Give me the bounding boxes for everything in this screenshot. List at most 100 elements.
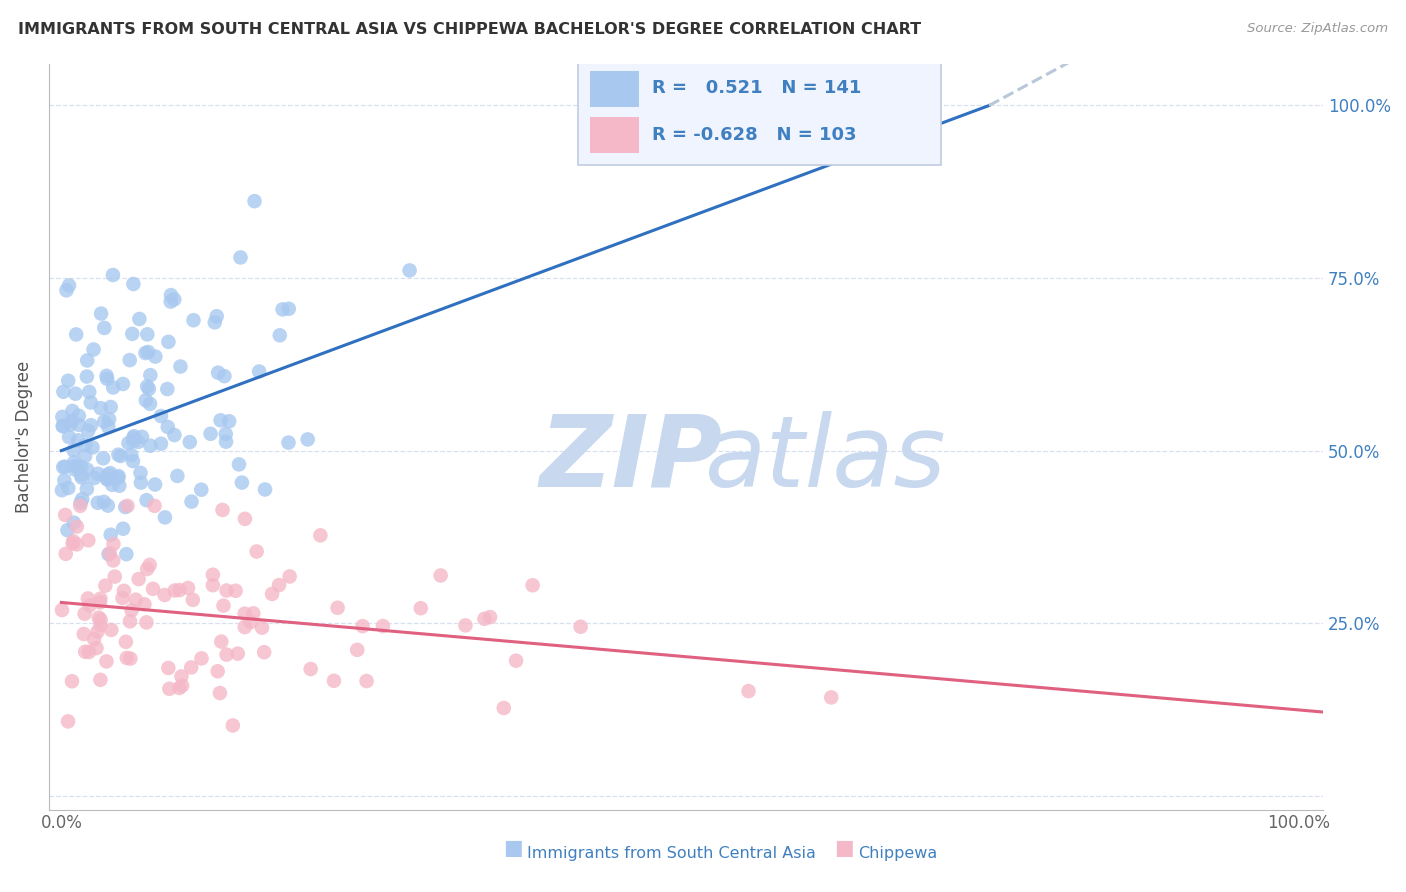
Point [93,415,115,429]
Point [267,578,290,592]
Point [269,328,291,343]
Point [139,439,162,453]
Point [169,359,191,374]
Point [209,634,232,648]
Point [454,618,477,632]
Text: Source: ZipAtlas.com: Source: ZipAtlas.com [1247,22,1388,36]
Point [170,669,193,683]
Point [820,690,842,705]
Text: Immigrants from South Central Asia: Immigrants from South Central Asia [527,846,815,861]
Point [129,466,152,480]
Point [58,430,80,444]
Point [97,499,120,513]
Point [211,503,233,517]
Point [100,527,122,541]
Point [69,496,91,510]
Point [208,686,231,700]
Point [100,400,122,414]
Point [76,591,98,606]
Point [209,413,232,427]
Point [86,624,108,639]
Point [53,473,76,487]
Point [246,544,269,558]
Point [77,424,100,438]
Point [323,673,346,688]
Point [62,404,84,418]
Point [114,500,136,514]
Point [326,600,349,615]
Point [128,572,150,586]
Point [77,645,100,659]
Point [138,558,160,572]
Point [111,376,134,391]
Point [136,379,159,393]
Point [215,434,238,449]
Point [52,460,75,475]
Point [215,648,238,662]
Point [145,350,167,364]
Point [76,482,98,496]
Point [159,294,181,309]
Point [142,582,165,596]
Point [80,395,103,409]
Point [63,462,86,476]
Point [65,327,87,342]
Point [201,567,224,582]
Point [260,587,283,601]
Point [67,434,90,448]
Point [181,592,204,607]
Point [190,483,212,497]
Point [66,459,89,474]
Point [101,380,124,394]
Point [98,546,121,560]
Point [83,471,105,485]
Point [153,588,176,602]
Point [179,435,201,450]
Point [153,510,176,524]
Text: ZIP: ZIP [540,410,723,508]
Point [60,674,83,689]
Point [156,420,179,434]
Point [117,436,139,450]
Point [63,455,86,469]
Point [277,301,299,316]
Point [156,382,179,396]
Text: IMMIGRANTS FROM SOUTH CENTRAL ASIA VS CHIPPEWA BACHELOR'S DEGREE CORRELATION CHA: IMMIGRANTS FROM SOUTH CENTRAL ASIA VS CH… [18,22,921,37]
Point [115,547,138,561]
Point [62,534,84,549]
Point [93,495,115,509]
Point [371,619,394,633]
Point [90,307,112,321]
Point [233,620,256,634]
Point [180,660,202,674]
Point [222,718,245,732]
Point [58,481,80,495]
Point [93,321,115,335]
Point [299,662,322,676]
Point [66,519,89,533]
Point [90,401,112,416]
Point [103,537,125,551]
Point [76,462,98,476]
Point [51,483,73,498]
Point [356,673,378,688]
Point [163,293,186,307]
Point [100,623,122,637]
Point [134,346,156,360]
Point [103,553,125,567]
Point [253,645,276,659]
Point [218,414,240,428]
Point [271,302,294,317]
Point [169,681,191,695]
Text: ■: ■ [834,838,853,858]
Text: atlas: atlas [706,410,946,508]
Point [75,449,97,463]
Point [96,654,118,668]
Point [112,583,135,598]
Point [77,533,100,548]
Point [108,479,131,493]
Point [183,313,205,327]
Point [163,583,186,598]
Point [122,429,145,443]
Point [149,436,172,450]
